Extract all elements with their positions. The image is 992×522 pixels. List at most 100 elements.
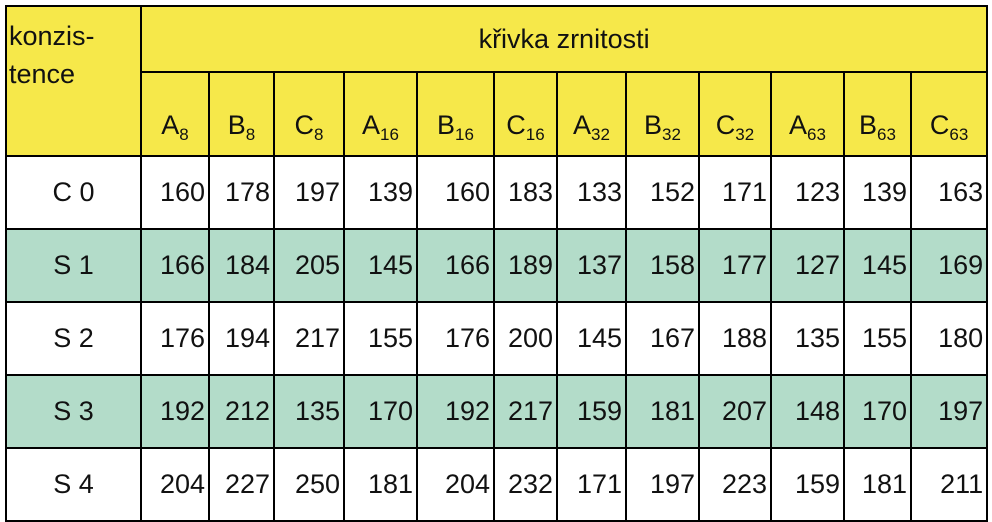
value-cell: 250	[273, 447, 345, 522]
data-row: S 1 166 184 205 145 166 189 137 158 177 127 145 169	[5, 228, 989, 303]
value-cell: 189	[493, 228, 558, 303]
value-cell: 155	[843, 301, 912, 376]
value-cell: 211	[909, 447, 989, 522]
value-cell: 139	[843, 155, 912, 230]
column-header: B16	[416, 71, 495, 157]
value-cell: 145	[556, 301, 627, 376]
column-subscript: 32	[591, 125, 610, 144]
value-cell: 176	[416, 301, 495, 376]
value-cell: 145	[843, 228, 912, 303]
value-cell: 205	[273, 228, 345, 303]
corner-text: konzis-	[9, 21, 95, 51]
corner-text: tence	[9, 59, 76, 89]
row-label: S 3	[5, 374, 142, 449]
value-cell: 217	[493, 374, 558, 449]
column-header: C32	[698, 71, 772, 157]
value-cell: 181	[625, 374, 700, 449]
column-subscript: 32	[735, 125, 755, 144]
row-label: S 2	[5, 301, 142, 376]
row-label-text: S 2	[53, 323, 94, 353]
value-cell: 192	[416, 374, 495, 449]
value-cell: 181	[843, 447, 912, 522]
column-header: C8	[273, 71, 345, 157]
column-header: A8	[140, 71, 210, 157]
column-header: A32	[556, 71, 627, 157]
row-label-text: S 4	[53, 469, 94, 499]
value-cell: 167	[625, 301, 700, 376]
value-cell: 223	[698, 447, 772, 522]
value-cell: 188	[698, 301, 772, 376]
column-letter: A	[161, 110, 180, 140]
column-letter: B	[227, 110, 246, 140]
column-header-row: A8 B8 C8 A16 B16 C16 A32 B32 C32 A63 B63 C63	[6, 71, 989, 157]
row-label-text: S 3	[53, 396, 94, 426]
corner-cell: konzis-tence	[5, 5, 142, 157]
value-cell: 158	[625, 228, 700, 303]
value-cell: 160	[140, 155, 210, 230]
column-subscript: 63	[877, 125, 896, 144]
value-cell: 180	[909, 301, 989, 376]
value-cell: 145	[343, 228, 418, 303]
column-letter: B	[437, 110, 456, 140]
column-subscript: 8	[179, 125, 189, 144]
value-cell: 163	[909, 155, 989, 230]
value-cell: 194	[208, 301, 275, 376]
value-cell: 166	[416, 228, 495, 303]
value-cell: 170	[843, 374, 912, 449]
column-subscript: 16	[380, 125, 399, 144]
value-cell: 176	[140, 301, 210, 376]
column-letter: A	[362, 110, 381, 140]
value-cell: 177	[698, 228, 772, 303]
column-letter: A	[789, 110, 808, 140]
value-cell: 135	[770, 301, 845, 376]
value-cell: 178	[208, 155, 275, 230]
value-cell: 148	[770, 374, 845, 449]
value-cell: 169	[909, 228, 989, 303]
value-cell: 192	[140, 374, 210, 449]
column-letter: C	[294, 110, 315, 140]
data-row: S 3 192 212 135 170 192 217 159 181 207 148 170 197	[5, 374, 989, 449]
value-cell: 197	[909, 374, 989, 449]
value-cell: 139	[343, 155, 418, 230]
column-header: A16	[343, 71, 418, 157]
consistency-table: konzis-tence křivka zrnitosti A8 B8 C8 A16 B16…	[5, 5, 989, 522]
value-cell: 170	[343, 374, 418, 449]
column-header: C63	[909, 71, 989, 157]
value-cell: 171	[698, 155, 772, 230]
column-subscript: 8	[245, 125, 256, 144]
value-cell: 155	[343, 301, 418, 376]
value-cell: 232	[493, 447, 558, 522]
value-cell: 204	[140, 447, 210, 522]
value-cell: 183	[493, 155, 558, 230]
column-subscript: 63	[949, 125, 969, 144]
column-header: B8	[208, 71, 275, 157]
column-subscript: 32	[662, 125, 681, 144]
row-label-text: S 1	[53, 250, 94, 280]
row-label: S 1	[5, 228, 142, 303]
column-subscript: 8	[314, 125, 324, 144]
row-label-text: C 0	[52, 177, 95, 207]
group-header: křivka zrnitosti	[139, 5, 989, 73]
value-cell: 137	[556, 228, 627, 303]
value-cell: 217	[273, 301, 345, 376]
data-row: S 2 176 194 217 155 176 200 145 167 188 135 155 180	[5, 301, 989, 376]
column-subscript: 16	[525, 125, 545, 144]
column-letter: A	[573, 110, 592, 140]
column-subscript: 16	[455, 125, 474, 144]
data-row: C 0 160 178 197 139 160 183 133 152 171 123 139 163	[5, 155, 989, 230]
column-letter: B	[644, 110, 663, 140]
data-row: S 4 204 227 250 181 204 232 171 197 223 159 181 211	[5, 447, 989, 522]
value-cell: 160	[416, 155, 495, 230]
value-cell: 159	[770, 447, 845, 522]
group-header-text: křivka zrnitosti	[478, 23, 650, 54]
value-cell: 212	[208, 374, 275, 449]
value-cell: 123	[770, 155, 845, 230]
column-letter: B	[859, 110, 878, 140]
value-cell: 197	[625, 447, 700, 522]
column-letter: C	[506, 110, 526, 140]
column-letter: C	[715, 110, 736, 140]
column-header: A63	[770, 71, 845, 157]
column-subscript: 63	[807, 125, 826, 144]
value-cell: 204	[416, 447, 495, 522]
value-cell: 171	[556, 447, 627, 522]
